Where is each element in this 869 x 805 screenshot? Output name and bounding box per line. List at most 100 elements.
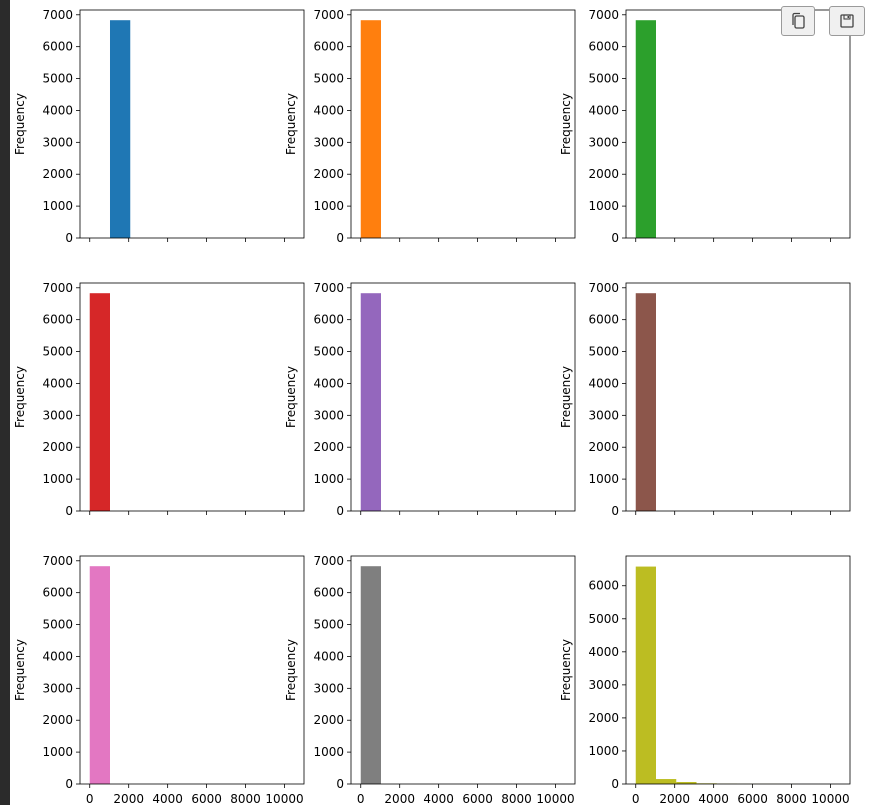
hist-1-ytick-label-1000: 1000 [42, 199, 73, 213]
hist-6-ytick-label-4000: 4000 [588, 376, 619, 390]
hist-7-ytick-label-3000: 3000 [42, 681, 73, 695]
hist-8-xtick-label-4000: 4000 [423, 792, 454, 805]
hist-5-ytick-label-5000: 5000 [313, 345, 344, 359]
hist-2-ytick-label-2000: 2000 [313, 167, 344, 181]
hist-8-xtick-label-6000: 6000 [462, 792, 493, 805]
hist-7-xtick-label-2000: 2000 [113, 792, 144, 805]
hist-5-ylabel: Frequency [284, 366, 298, 428]
hist-3-ytick-label-7000: 7000 [588, 8, 619, 22]
hist-9-ytick-label-6000: 6000 [588, 579, 619, 593]
hist-9-ytick-label-4000: 4000 [588, 645, 619, 659]
hist-7-ytick-label-1000: 1000 [42, 745, 73, 759]
hist-9-ytick-label-5000: 5000 [588, 612, 619, 626]
hist-1-ytick-label-3000: 3000 [42, 135, 73, 149]
hist-8-ytick-label-7000: 7000 [313, 554, 344, 568]
hist-6-ytick-label-1000: 1000 [588, 472, 619, 486]
hist-5-ytick-label-3000: 3000 [313, 408, 344, 422]
hist-8-ytick-label-3000: 3000 [313, 681, 344, 695]
hist-4-ytick-label-5000: 5000 [42, 345, 73, 359]
hist-3-ylabel: Frequency [559, 93, 573, 155]
hist-5-ytick-label-4000: 4000 [313, 376, 344, 390]
hist-8-ytick-label-0: 0 [336, 777, 344, 791]
hist-8-ytick-label-4000: 4000 [313, 649, 344, 663]
hist-4-bar-0 [90, 293, 110, 511]
hist-8-xtick-label-8000: 8000 [501, 792, 532, 805]
hist-8-axes-frame [351, 556, 575, 784]
hist-2-ytick-label-7000: 7000 [313, 8, 344, 22]
hist-8-bar-0 [361, 566, 381, 784]
hist-7-bar-0 [90, 566, 110, 784]
hist-9-xtick-label-4000: 4000 [698, 792, 729, 805]
hist-3-bar-0 [636, 20, 656, 238]
copy-icon [790, 12, 806, 30]
hist-5-ytick-label-6000: 6000 [313, 313, 344, 327]
hist-3-ytick-label-0: 0 [611, 231, 619, 245]
hist-6-ytick-label-3000: 3000 [588, 408, 619, 422]
hist-7-ytick-label-4000: 4000 [42, 649, 73, 663]
hist-6-ytick-label-6000: 6000 [588, 313, 619, 327]
hist-5-bar-0 [361, 293, 381, 511]
hist-2-ytick-label-3000: 3000 [313, 135, 344, 149]
hist-9-xtick-label-10000: 10000 [811, 792, 849, 805]
hist-8-ytick-label-1000: 1000 [313, 745, 344, 759]
hist-7-xtick-label-6000: 6000 [191, 792, 222, 805]
figure-canvas: 0 1000 2000 3000 4000 5000 6000 7000 Frequency 0 1… [10, 0, 869, 805]
hist-6-bar-0 [636, 293, 656, 511]
hist-9-ytick-label-2000: 2000 [588, 711, 619, 725]
hist-1-ytick-label-2000: 2000 [42, 167, 73, 181]
hist-5-axes-frame [351, 283, 575, 511]
hist-8-ytick-label-5000: 5000 [313, 618, 344, 632]
hist-7-ytick-label-0: 0 [65, 777, 73, 791]
hist-4-ytick-label-6000: 6000 [42, 313, 73, 327]
hist-7-ylabel: Frequency [13, 639, 27, 701]
hist-5-ytick-label-2000: 2000 [313, 440, 344, 454]
hist-2-ytick-label-1000: 1000 [313, 199, 344, 213]
hist-9-xtick-label-0: 0 [632, 792, 640, 805]
hist-7-xtick-label-8000: 8000 [230, 792, 261, 805]
hist-3-ytick-label-2000: 2000 [588, 167, 619, 181]
hist-8-xtick-label-10000: 10000 [536, 792, 574, 805]
hist-1-ylabel: Frequency [13, 93, 27, 155]
hist-1-ytick-label-0: 0 [65, 231, 73, 245]
hist-3-ytick-label-4000: 4000 [588, 103, 619, 117]
hist-7-ytick-label-7000: 7000 [42, 554, 73, 568]
hist-8-xtick-label-0: 0 [357, 792, 365, 805]
hist-5-ytick-label-1000: 1000 [313, 472, 344, 486]
hist-4-ytick-label-0: 0 [65, 504, 73, 518]
hist-6-ytick-label-7000: 7000 [588, 281, 619, 295]
hist-9-ylabel: Frequency [559, 639, 573, 701]
hist-9-xtick-label-2000: 2000 [659, 792, 690, 805]
hist-9-ytick-label-0: 0 [611, 777, 619, 791]
hist-3-ytick-label-3000: 3000 [588, 135, 619, 149]
hist-7-xtick-label-10000: 10000 [265, 792, 303, 805]
save-icon [840, 14, 854, 28]
copy-button[interactable] [781, 6, 815, 36]
hist-9-ytick-label-1000: 1000 [588, 744, 619, 758]
hist-2-bar-0 [361, 20, 381, 238]
save-button[interactable] [829, 6, 865, 36]
hist-2-ytick-label-6000: 6000 [313, 40, 344, 54]
hist-3-ytick-label-6000: 6000 [588, 40, 619, 54]
hist-9-axes-frame [626, 556, 850, 784]
hist-4-ytick-label-7000: 7000 [42, 281, 73, 295]
hist-1-ytick-label-6000: 6000 [42, 40, 73, 54]
hist-9-xtick-label-6000: 6000 [737, 792, 768, 805]
hist-1-ytick-label-7000: 7000 [42, 8, 73, 22]
hist-8-xtick-label-2000: 2000 [384, 792, 415, 805]
hist-2-ytick-label-5000: 5000 [313, 72, 344, 86]
hist-6-ytick-label-2000: 2000 [588, 440, 619, 454]
hist-9-ytick-label-3000: 3000 [588, 678, 619, 692]
hist-7-ytick-label-2000: 2000 [42, 713, 73, 727]
hist-9-bar-1 [656, 779, 676, 784]
hist-4-ytick-label-1000: 1000 [42, 472, 73, 486]
hist-4-ytick-label-2000: 2000 [42, 440, 73, 454]
hist-4-ytick-label-3000: 3000 [42, 408, 73, 422]
hist-8-ytick-label-6000: 6000 [313, 586, 344, 600]
hist-3-axes-frame [626, 10, 850, 238]
hist-6-ytick-label-5000: 5000 [588, 345, 619, 359]
hist-4-ylabel: Frequency [13, 366, 27, 428]
hist-7-ytick-label-5000: 5000 [42, 618, 73, 632]
hist-2-ylabel: Frequency [284, 93, 298, 155]
hist-7-ytick-label-6000: 6000 [42, 586, 73, 600]
hist-8-ytick-label-2000: 2000 [313, 713, 344, 727]
